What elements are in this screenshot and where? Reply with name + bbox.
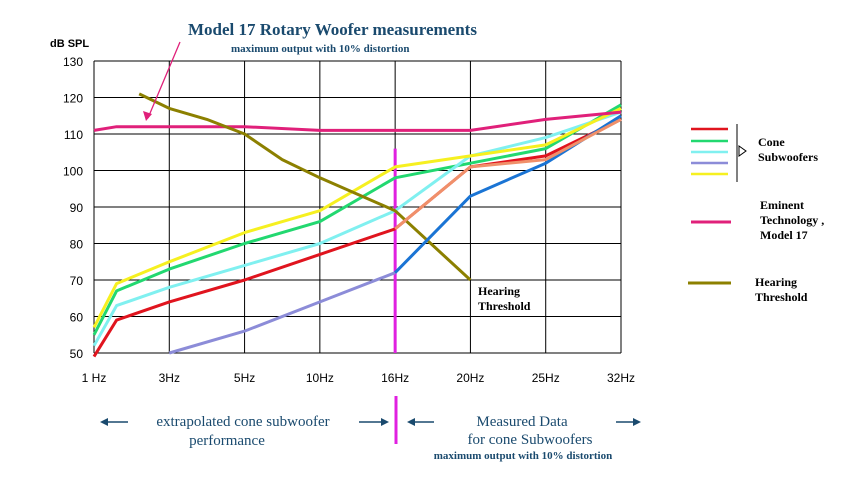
legend-eminent-label-line3: Model 17 bbox=[760, 228, 808, 242]
y-tick-label: 70 bbox=[70, 274, 84, 288]
series-line bbox=[92, 107, 622, 329]
series-line bbox=[394, 118, 622, 231]
tick-labels: 50 60 70 80 90 100 110 120 130 1 Hz 3Hz 5Hz 10Hz 16Hz… bbox=[63, 55, 635, 385]
hearing-threshold-annotation-line2: Threshold bbox=[478, 299, 531, 313]
measured-text-line2: for cone Subwoofers bbox=[468, 432, 593, 448]
extrapolated-text-line1: extrapolated cone subwoofer bbox=[156, 414, 329, 430]
series-line bbox=[92, 110, 622, 347]
y-tick-label: 120 bbox=[63, 92, 83, 106]
extrapolated-text-line2: performance bbox=[189, 433, 265, 449]
y-tick-label: 50 bbox=[70, 347, 84, 361]
legend-hearing-label-line1: Hearing bbox=[755, 275, 797, 289]
extrapolated-annotation: extrapolated cone subwoofer performance bbox=[100, 414, 389, 449]
series-line bbox=[93, 110, 622, 132]
legend-hearing-label-line2: Threshold bbox=[755, 290, 808, 304]
measured-text-line1: Measured Data bbox=[476, 414, 568, 430]
measured-annotation: Measured Data for cone Subwoofers maximu… bbox=[407, 414, 641, 462]
legend-bracket-tip bbox=[738, 145, 747, 157]
x-tick-label: 3Hz bbox=[159, 371, 180, 385]
hearing-threshold-annotation-line1: Hearing bbox=[478, 284, 520, 298]
measured-subtext: maximum output with 10% distortion bbox=[434, 450, 612, 462]
y-tick-label: 100 bbox=[63, 165, 83, 179]
series-line bbox=[394, 114, 622, 274]
x-tick-label: 1 Hz bbox=[82, 371, 107, 385]
series-line bbox=[138, 92, 472, 282]
y-tick-label: 60 bbox=[70, 311, 84, 325]
x-tick-label: 16Hz bbox=[381, 371, 409, 385]
x-tick-label: 5Hz bbox=[234, 371, 255, 385]
y-tick-label: 130 bbox=[63, 55, 83, 69]
plot-grid bbox=[93, 60, 622, 354]
series-line bbox=[92, 118, 622, 358]
y-tick-label: 110 bbox=[64, 128, 83, 142]
legend-eminent-label-line2: Technology , bbox=[760, 213, 824, 227]
series-line bbox=[92, 103, 622, 336]
legend-eminent-label-line1: Eminent bbox=[760, 198, 804, 212]
x-tick-label: 10Hz bbox=[306, 371, 334, 385]
legend: Cone Subwoofers Eminent Technology , Mod… bbox=[688, 124, 824, 304]
y-tick-label: 80 bbox=[70, 238, 84, 252]
chart-title: Model 17 Rotary Woofer measurements bbox=[188, 20, 477, 39]
series-line bbox=[168, 271, 396, 355]
x-tick-label: 32Hz bbox=[607, 371, 635, 385]
y-axis-label: dB SPL bbox=[50, 38, 89, 50]
series-layer bbox=[92, 92, 622, 358]
title-pointer-arrow bbox=[143, 41, 181, 121]
legend-cone-label-line2: Subwoofers bbox=[758, 150, 818, 164]
y-tick-label: 90 bbox=[70, 201, 84, 215]
chart-subtitle: maximum output with 10% distortion bbox=[231, 43, 409, 55]
legend-cone-label-line1: Cone bbox=[758, 135, 785, 149]
x-tick-label: 20Hz bbox=[456, 371, 484, 385]
x-tick-label: 25Hz bbox=[532, 371, 560, 385]
